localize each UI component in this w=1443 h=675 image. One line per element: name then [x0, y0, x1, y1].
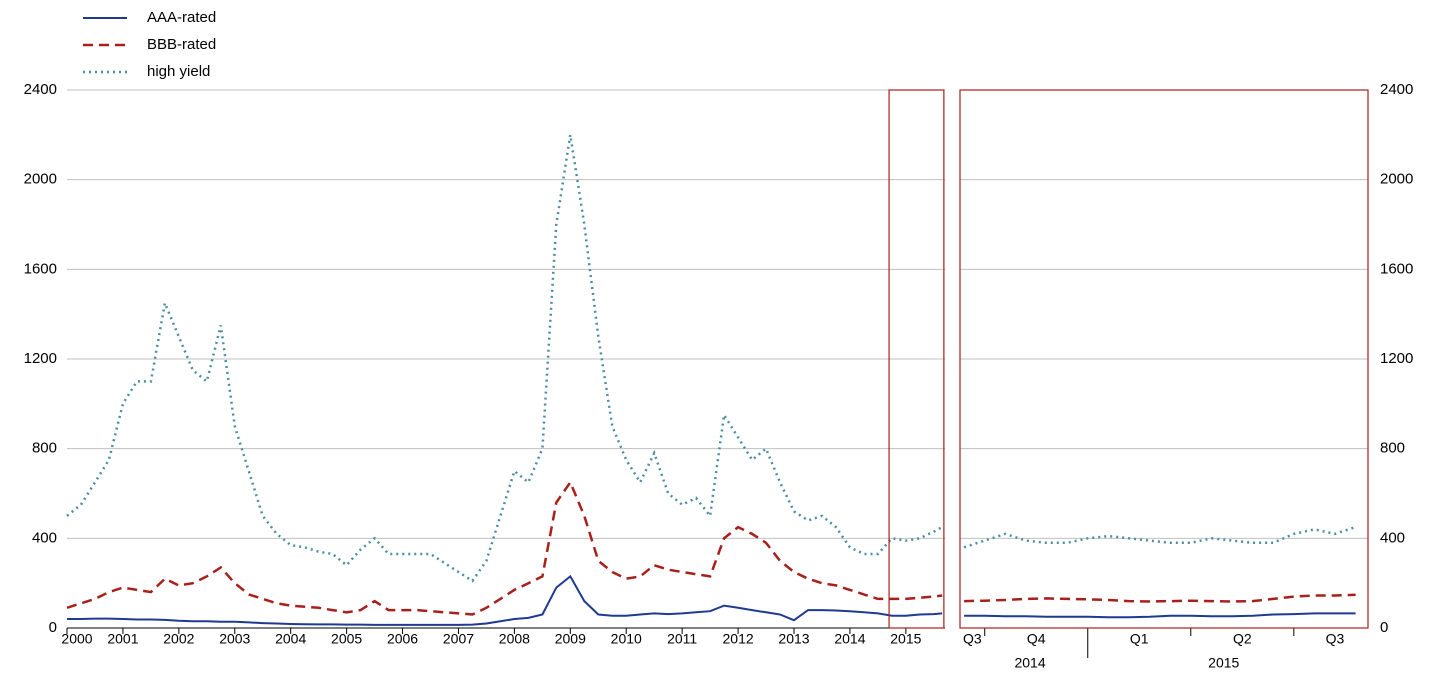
series-line: [964, 612, 1356, 619]
x-group-label: 2015: [1208, 655, 1239, 671]
y-tick-label: 1600: [1380, 260, 1413, 277]
series-line: [66, 134, 943, 583]
y-tick-label: 1600: [24, 260, 57, 277]
y-tick-label: 2000: [24, 171, 57, 188]
x-group-label: 2014: [1014, 655, 1045, 671]
y-tick-label: 1200: [1380, 350, 1413, 367]
series-line: [66, 479, 943, 616]
y-tick-label: 2000: [1380, 171, 1413, 188]
x-tick-label: 2011: [667, 631, 697, 647]
x-tick-label: Q2: [1233, 631, 1252, 647]
x-tick-label: 2004: [275, 631, 306, 647]
legend-label: AAA-rated: [147, 9, 216, 26]
x-tick-label: 2006: [387, 631, 418, 647]
x-tick-label: 2005: [331, 631, 362, 647]
x-tick-label: 2002: [163, 631, 194, 647]
panel-frame: [959, 89, 1369, 629]
series-line: [67, 574, 943, 626]
legend-label: high yield: [147, 63, 210, 80]
x-tick-label: 2009: [555, 631, 586, 647]
x-tick-label: 2012: [723, 631, 754, 647]
y-tick-label: 2400: [1380, 81, 1413, 98]
y-tick-label: 1200: [24, 350, 57, 367]
y-tick-label: 400: [1380, 529, 1405, 546]
series-line: [963, 525, 1356, 549]
series-line: [964, 593, 1356, 603]
x-tick-label: Q3: [1326, 631, 1345, 647]
x-tick-label: 2010: [611, 631, 642, 647]
x-tick-label: 2014: [834, 631, 865, 647]
highlight-box: [888, 89, 945, 629]
x-tick-label: 2015: [890, 631, 921, 647]
y-tick-label: 800: [1380, 440, 1405, 457]
y-tick-label: 0: [49, 619, 57, 636]
x-tick-label: Q1: [1130, 631, 1149, 647]
y-tick-label: 2400: [24, 81, 57, 98]
x-tick-label: 2007: [443, 631, 474, 647]
x-tick-label: 2013: [778, 631, 809, 647]
y-tick-label: 400: [32, 529, 57, 546]
x-tick-label: 2001: [107, 631, 138, 647]
x-tick-label: 2008: [499, 631, 530, 647]
y-tick-label: 800: [32, 440, 57, 457]
x-tick-label: 2000: [61, 631, 92, 647]
y-tick-label: 0: [1380, 619, 1388, 636]
x-tick-label: Q3: [963, 631, 982, 647]
x-tick-label: 2003: [219, 631, 250, 647]
x-tick-label: Q4: [1027, 631, 1046, 647]
legend-label: BBB-rated: [147, 36, 216, 53]
